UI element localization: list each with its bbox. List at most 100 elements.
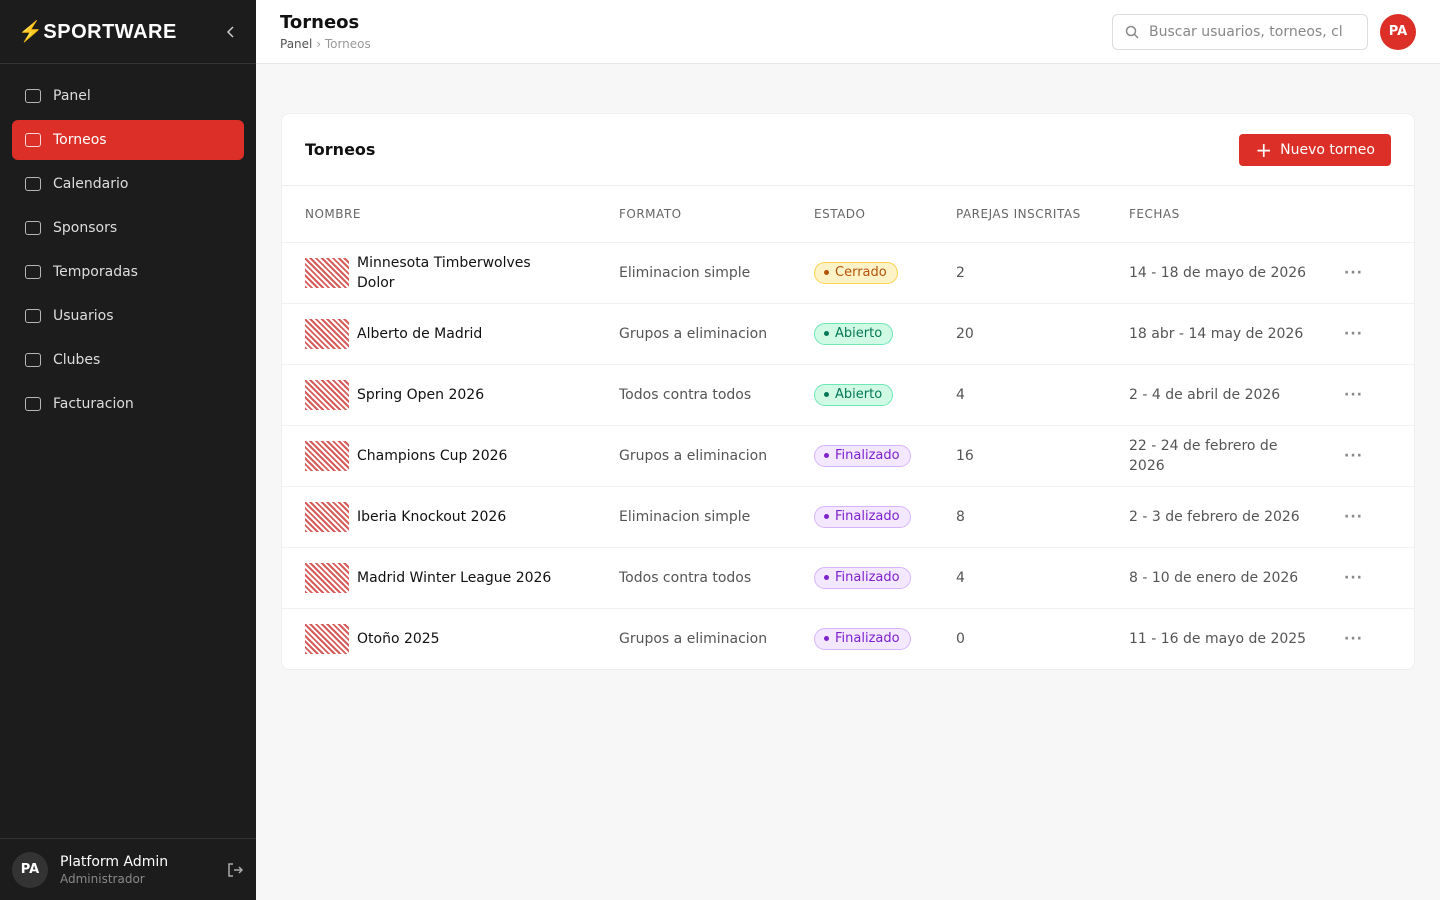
search[interactable]: Buscar usuarios, torneos, cl xyxy=(1112,13,1368,50)
nav-icon xyxy=(25,353,41,367)
thumbnail xyxy=(305,318,349,349)
cell-actions: ··· xyxy=(1344,546,1414,608)
nav-icon xyxy=(25,133,41,147)
row-menu[interactable]: ··· xyxy=(1344,386,1363,403)
thumbnail xyxy=(305,623,349,654)
nav-label: Usuarios xyxy=(53,308,114,324)
cell-dates: 18 abr - 14 may de 2026 xyxy=(1129,302,1344,364)
status-badge: Abierto xyxy=(814,383,894,406)
cell-actions: ··· xyxy=(1344,363,1414,425)
thumbnail xyxy=(305,379,349,410)
table-row[interactable]: Madrid Winter League 2026 Todos contra to… xyxy=(282,546,1414,608)
nav-item[interactable]: Facturacion xyxy=(12,384,244,424)
status-dot xyxy=(824,392,829,397)
nav-item[interactable]: Clubes xyxy=(12,340,244,380)
dates: 8 - 10 de enero de 2026 xyxy=(1129,569,1299,586)
row-menu[interactable]: ··· xyxy=(1344,630,1363,647)
cell-name: Madrid Winter League 2026 xyxy=(282,546,619,608)
brand-bar: ⚡SPORTWARE xyxy=(0,0,256,64)
cell-actions: ··· xyxy=(1344,241,1414,303)
nav-label: Facturacion xyxy=(53,396,134,412)
logout[interactable] xyxy=(226,861,244,879)
table-row[interactable]: Iberia Knockout 2026 Eliminacion simple Fi… xyxy=(282,485,1414,547)
nav-item[interactable]: Usuarios xyxy=(12,296,244,336)
cell-status: Finalizado xyxy=(814,424,956,486)
cell-dates: 8 - 10 de enero de 2026 xyxy=(1129,546,1344,608)
cell-status: Cerrado xyxy=(814,241,956,303)
nav-item[interactable]: Torneos xyxy=(12,120,244,160)
format: Todos contra todos xyxy=(619,569,752,586)
column-header-actions xyxy=(1344,186,1414,242)
search-placeholder: Buscar usuarios, torneos, cl xyxy=(1149,23,1343,40)
cell-name: Otoño 2025 xyxy=(282,607,619,669)
dates: 18 abr - 14 may de 2026 xyxy=(1129,325,1304,342)
format: Todos contra todos xyxy=(619,386,752,403)
dates: 11 - 16 de mayo de 2025 xyxy=(1129,630,1307,647)
nav-label: Panel xyxy=(53,88,91,104)
card-header: Torneos + Nuevo torneo xyxy=(282,114,1414,186)
cell-format: Grupos a eliminacion xyxy=(619,302,814,364)
cell-name: Minnesota Timberwolves Dolor xyxy=(282,241,619,303)
tournament-name: Iberia Knockout 2026 xyxy=(357,508,507,525)
status-dot xyxy=(824,453,829,458)
status-badge: Abierto xyxy=(814,322,894,345)
nav-icon xyxy=(25,89,41,103)
crumb[interactable]: Panel xyxy=(280,37,313,51)
status-badge: Finalizado xyxy=(814,505,911,528)
nav-item[interactable]: Temporadas xyxy=(12,252,244,292)
status-dot xyxy=(824,636,829,642)
column-header: FECHAS xyxy=(1129,206,1180,221)
table-row[interactable]: Champions Cup 2026 Grupos a eliminacion Fi… xyxy=(282,424,1414,486)
dates: 22 - 24 de febrero de 2026 xyxy=(1129,437,1278,474)
nav-item[interactable]: Calendario xyxy=(12,164,244,204)
nav-label: Clubes xyxy=(53,352,101,368)
table-row[interactable]: Alberto de Madrid Grupos a eliminacion Abi… xyxy=(282,302,1414,364)
table-row[interactable]: Spring Open 2026 Todos contra todos Abiert… xyxy=(282,363,1414,425)
header-row: NOMBRE FORMATO ESTADO PAREJAS INSCRITAS FECH… xyxy=(282,186,1414,242)
status-badge: Finalizado xyxy=(814,627,911,650)
cell-status: Finalizado xyxy=(814,607,956,669)
cell-actions: ··· xyxy=(1344,607,1414,669)
format: Eliminacion simple xyxy=(619,508,751,525)
row-menu[interactable]: ··· xyxy=(1344,325,1363,342)
nav-icon xyxy=(25,397,41,411)
tournament-name: Otoño 2025 xyxy=(357,630,440,647)
dates: 14 - 18 de mayo de 2026 xyxy=(1129,264,1307,281)
card-title: Torneos xyxy=(305,140,376,159)
top-actions: Buscar usuarios, torneos, cl PA xyxy=(1112,13,1416,50)
nav-item[interactable]: Sponsors xyxy=(12,208,244,248)
pairs: 20 xyxy=(956,302,1129,364)
row-menu[interactable]: ··· xyxy=(1344,447,1363,464)
format: Grupos a eliminacion xyxy=(619,447,768,464)
row-menu[interactable]: ··· xyxy=(1344,264,1363,281)
status-dot xyxy=(824,575,829,580)
row-menu[interactable]: ··· xyxy=(1344,508,1363,525)
topbar: Torneos Panel › Torneos Buscar usuarios,… xyxy=(256,0,1440,64)
page-title: Torneos xyxy=(280,12,360,33)
new-button[interactable]: + Nuevo torneo xyxy=(1239,133,1391,166)
name-wrap: Madrid Winter League 2026 xyxy=(282,562,619,593)
plus: + xyxy=(1255,137,1273,162)
cell-format: Todos contra todos xyxy=(619,363,814,425)
cell-dates: 14 - 18 de mayo de 2026 xyxy=(1129,241,1344,303)
dates: 2 - 4 de abril de 2026 xyxy=(1129,386,1281,403)
nav-label: Torneos xyxy=(53,132,107,148)
row-menu[interactable]: ··· xyxy=(1344,569,1363,586)
status-dot xyxy=(824,514,829,519)
avatar[interactable]: PA xyxy=(1380,13,1416,50)
tournament-name: Madrid Winter League 2026 xyxy=(357,569,552,586)
table: NOMBRE FORMATO ESTADO PAREJAS INSCRITAS FECH… xyxy=(282,186,1414,669)
cell-status: Abierto xyxy=(814,363,956,425)
table-row[interactable]: Minnesota Timberwolves Dolor Eliminacion … xyxy=(282,241,1414,303)
button-label: Nuevo torneo xyxy=(1280,141,1375,158)
name-wrap: Otoño 2025 xyxy=(282,623,619,654)
cell-name: Champions Cup 2026 xyxy=(282,424,619,486)
pairs: 8 xyxy=(956,485,1129,547)
collapse[interactable] xyxy=(224,25,238,39)
nav-item[interactable]: Panel xyxy=(12,76,244,116)
thumbnail xyxy=(305,257,349,288)
crumb: Torneos xyxy=(324,37,371,51)
format: Grupos a eliminacion xyxy=(619,325,768,342)
table-row[interactable]: Otoño 2025 Grupos a eliminacion Finalizado… xyxy=(282,607,1414,669)
